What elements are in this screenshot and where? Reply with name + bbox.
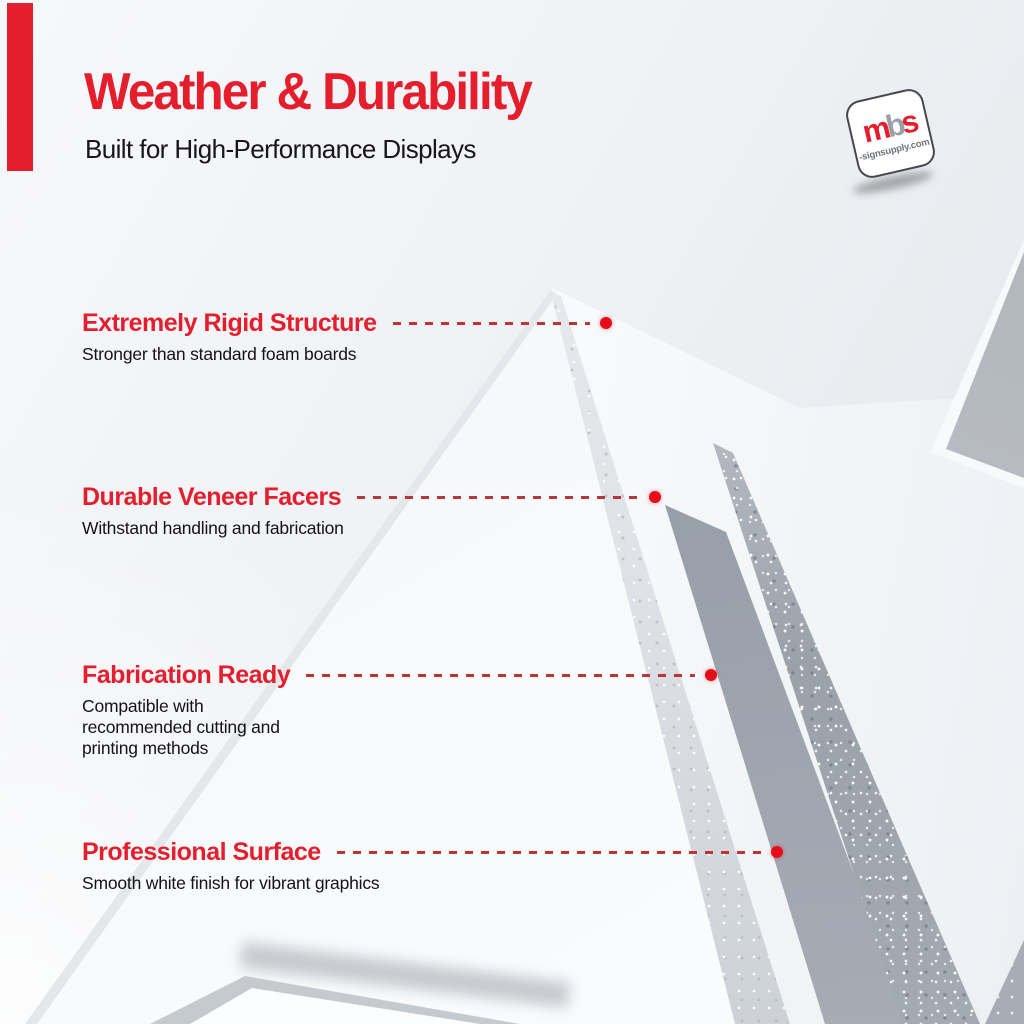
feature-veneer-facers: Durable Veneer Facers Withstand handling… <box>82 482 661 539</box>
feature-heading: Extremely Rigid Structure <box>82 309 377 337</box>
accent-bar <box>7 3 33 171</box>
feature-row: Fabrication Ready <box>82 660 717 690</box>
feature-body: Withstand handling and fabrication <box>82 518 344 538</box>
feature-row: Durable Veneer Facers <box>82 482 661 512</box>
feature-row: Professional Surface <box>82 837 783 867</box>
feature-body: Smooth white finish for vibrant graphics <box>82 873 380 893</box>
callout-dot <box>771 846 783 858</box>
leader-line <box>357 495 639 499</box>
page-title: Weather & Durability <box>84 63 533 121</box>
brand-logo: mbs -signsupply.com <box>843 86 938 181</box>
callout-dot <box>705 669 717 681</box>
feature-heading: Fabrication Ready <box>82 661 291 689</box>
feature-professional-surface: Professional Surface Smooth white finish… <box>82 837 783 894</box>
page-subtitle: Built for High-Performance Displays <box>85 134 476 164</box>
feature-body: Stronger than standard foam boards <box>82 344 357 364</box>
leader-line <box>336 850 761 854</box>
feature-fabrication-ready: Fabrication Ready Compatible with recomm… <box>82 660 717 759</box>
leader-line <box>392 321 590 325</box>
feature-heading: Durable Veneer Facers <box>82 483 342 511</box>
feature-heading: Professional Surface <box>82 838 321 866</box>
feature-rigid-structure: Extremely Rigid Structure Stronger than … <box>82 308 612 365</box>
leader-line <box>306 673 695 677</box>
callout-dot <box>649 491 661 503</box>
feature-row: Extremely Rigid Structure <box>82 308 612 338</box>
feature-body: Compatible with recommended cutting and … <box>82 696 280 758</box>
callout-dot <box>600 317 612 329</box>
